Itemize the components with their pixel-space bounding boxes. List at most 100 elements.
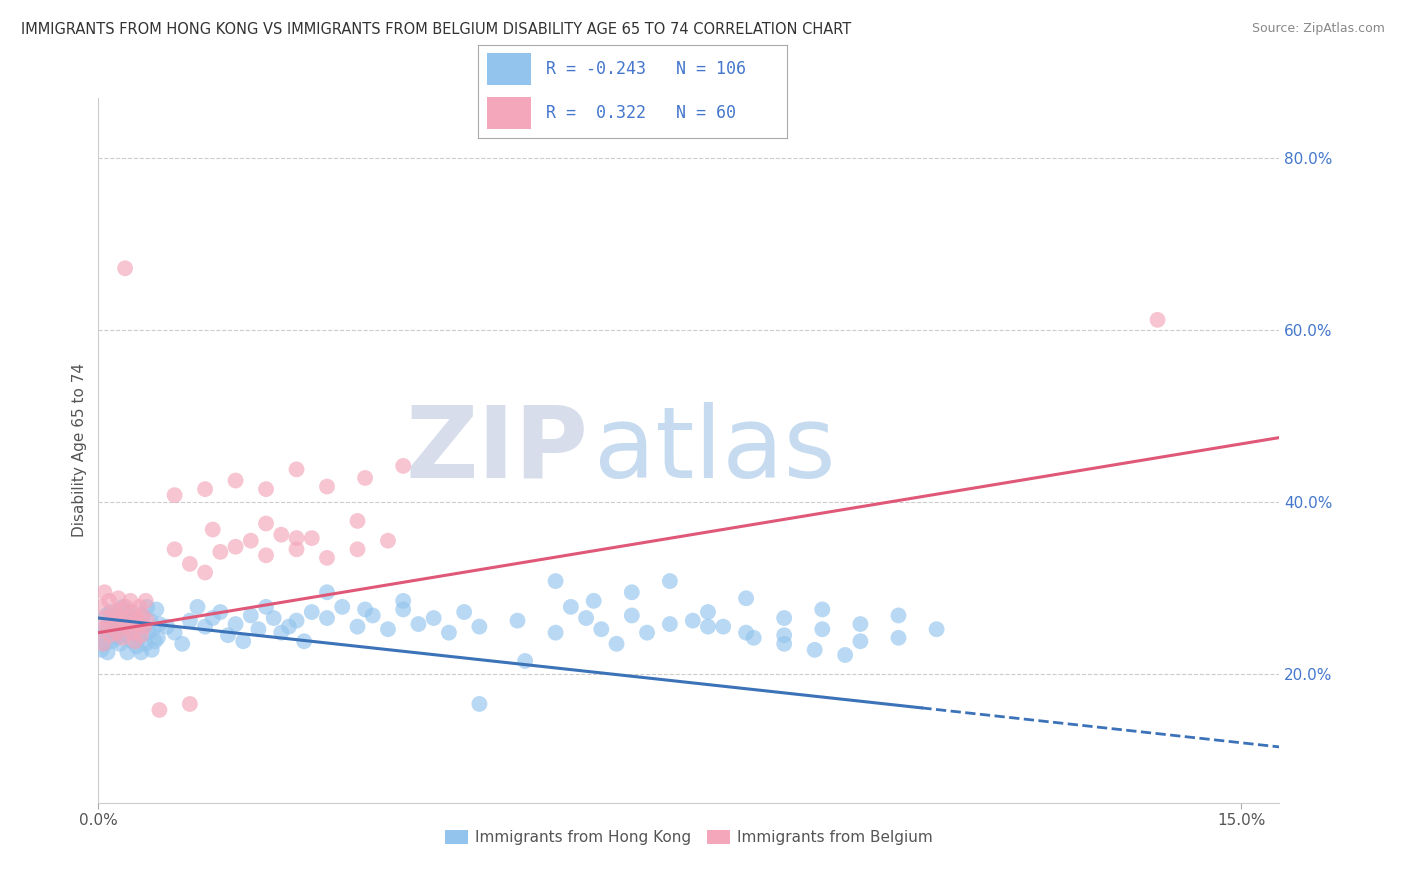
Point [773, 628, 796, 642]
Point [247, 622, 270, 636]
Point [316, 550, 339, 565]
Point [697, 605, 720, 619]
Point [105, 631, 128, 645]
Text: atlas: atlas [595, 402, 837, 499]
Point [117, 611, 139, 625]
Point [194, 482, 217, 496]
Point [735, 625, 758, 640]
Point [377, 622, 399, 636]
Point [135, 594, 157, 608]
Point [105, 625, 128, 640]
Y-axis label: Disability Age 65 to 74: Disability Age 65 to 74 [72, 363, 87, 538]
Point [94, 608, 117, 623]
Point [179, 614, 201, 628]
Point [145, 602, 167, 616]
Point [142, 622, 165, 636]
Point [143, 634, 166, 648]
Bar [488, 53, 530, 85]
Point [225, 474, 247, 488]
Point [209, 605, 232, 619]
Point [129, 628, 152, 642]
Point [115, 599, 138, 614]
Point [735, 591, 758, 606]
Legend: Immigrants from Hong Kong, Immigrants from Belgium: Immigrants from Hong Kong, Immigrants fr… [439, 824, 939, 852]
Point [239, 608, 262, 623]
Point [104, 611, 127, 625]
Point [620, 585, 643, 599]
Point [97, 619, 120, 633]
Point [201, 611, 224, 625]
Point [682, 614, 704, 628]
Point [107, 591, 129, 606]
Point [803, 643, 825, 657]
Point [91, 622, 114, 636]
Point [179, 557, 201, 571]
Point [285, 542, 308, 557]
Point [437, 625, 460, 640]
Point [346, 619, 368, 633]
Point [146, 631, 169, 645]
Point [316, 479, 339, 493]
Point [453, 605, 475, 619]
Point [134, 619, 156, 633]
Point [582, 594, 605, 608]
Point [254, 549, 277, 563]
Point [118, 619, 141, 633]
Point [392, 594, 415, 608]
Point [225, 540, 247, 554]
Point [217, 628, 239, 642]
Point [135, 637, 157, 651]
Point [129, 645, 152, 659]
Point [156, 619, 179, 633]
Point [89, 628, 111, 642]
Point [606, 637, 628, 651]
Point [118, 619, 141, 633]
Point [120, 605, 142, 619]
Point [121, 625, 143, 640]
Point [506, 614, 529, 628]
Point [115, 608, 138, 623]
Point [277, 619, 299, 633]
Point [301, 531, 323, 545]
Point [513, 654, 536, 668]
Point [263, 611, 285, 625]
Point [111, 599, 134, 614]
Point [849, 617, 872, 632]
Point [392, 458, 415, 473]
Point [108, 614, 131, 628]
Point [201, 523, 224, 537]
Point [125, 640, 148, 654]
Point [90, 599, 112, 614]
Point [849, 634, 872, 648]
Point [301, 605, 323, 619]
Point [121, 634, 143, 648]
Point [117, 645, 139, 659]
Point [422, 611, 444, 625]
Point [1146, 313, 1168, 327]
Point [163, 542, 186, 557]
Point [194, 619, 217, 633]
Point [316, 611, 339, 625]
Point [114, 261, 136, 276]
Point [270, 527, 292, 541]
Point [148, 703, 170, 717]
Point [112, 617, 135, 632]
Point [773, 611, 796, 625]
Point [89, 622, 111, 636]
Point [94, 611, 117, 625]
Text: ZIP: ZIP [406, 402, 589, 499]
Point [125, 611, 148, 625]
Point [560, 599, 582, 614]
Point [148, 617, 170, 632]
Point [254, 482, 277, 496]
Point [136, 599, 159, 614]
Point [285, 614, 308, 628]
Point [172, 637, 194, 651]
Point [254, 516, 277, 531]
Point [101, 634, 124, 648]
Point [104, 605, 127, 619]
Point [97, 645, 120, 659]
Point [127, 617, 149, 632]
Point [354, 602, 377, 616]
Point [468, 697, 491, 711]
